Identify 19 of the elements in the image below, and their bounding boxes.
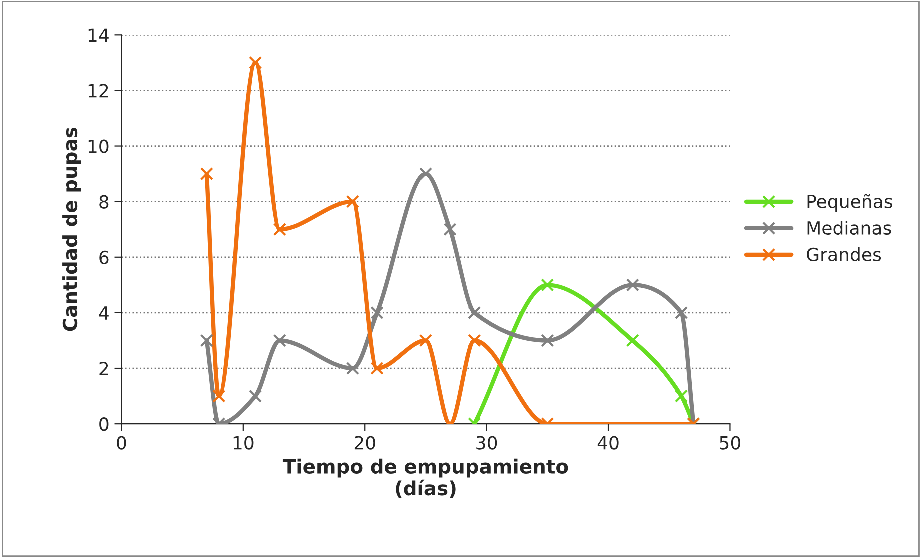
y-tick-label: 14 [88, 28, 109, 42]
legend-label: Grandes [807, 248, 882, 262]
legend-label: Pequeñas [808, 194, 892, 212]
x-tick-label: 30 [476, 436, 498, 450]
legend-label: Medianas [808, 221, 892, 236]
y-tick-label: 0 [100, 418, 109, 432]
y-tick-label: 4 [99, 306, 109, 320]
x-tick-label: 50 [720, 436, 741, 450]
y-tick-label: 8 [100, 195, 109, 209]
y-tick-label: 10 [88, 140, 109, 154]
x-tick-label: 0 [117, 436, 126, 450]
x-tick-label: 40 [598, 436, 619, 450]
y-tick-label: 12 [88, 84, 108, 98]
x-tick-label: 20 [354, 436, 376, 450]
y-tick-label: 2 [100, 362, 108, 376]
x-axis-title: Tiempo de empupamiento (días) [282, 458, 568, 498]
y-tick-label: 6 [100, 250, 109, 265]
y-axis-title: Cantidad de pupas [62, 128, 82, 332]
x-tick-label: 10 [234, 436, 254, 450]
